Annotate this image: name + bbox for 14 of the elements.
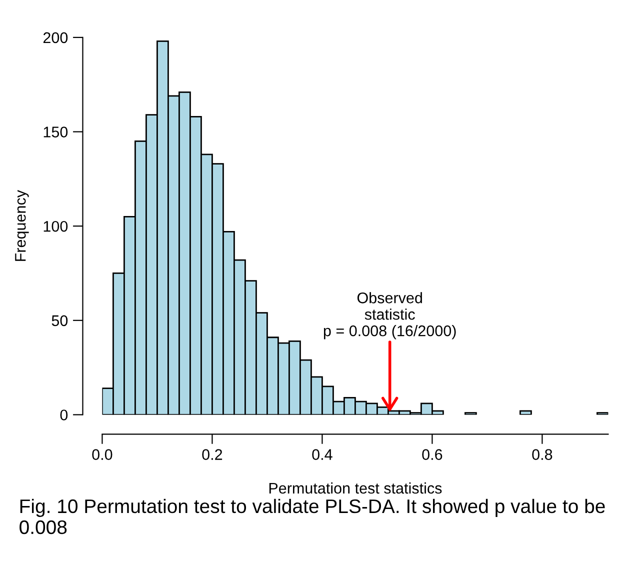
x-tick-label: 0.4: [312, 449, 332, 460]
x-tick-label: 0.8: [532, 449, 552, 460]
x-tick-label: 0.0: [92, 449, 112, 460]
annotation: Observed statistic p = 0.008 (16/2000): [324, 292, 456, 340]
y-tick-label: 0: [60, 410, 68, 420]
x-tick-label: 0.6: [422, 449, 442, 460]
x-axis-title: Permutation test statistics: [269, 482, 442, 494]
caption: Fig. 10 Permutation test to validate PLS-DA. It showed p value to be 0.008: [20, 498, 605, 534]
y-tick-label: 150: [44, 126, 68, 138]
y-tick-label: 100: [44, 220, 68, 232]
y-tick-label: 50: [52, 315, 68, 326]
x-tick-label: 0.2: [202, 449, 222, 460]
y-axis-title: Frequency: [15, 190, 29, 261]
y-tick-label: 200: [43, 32, 68, 44]
